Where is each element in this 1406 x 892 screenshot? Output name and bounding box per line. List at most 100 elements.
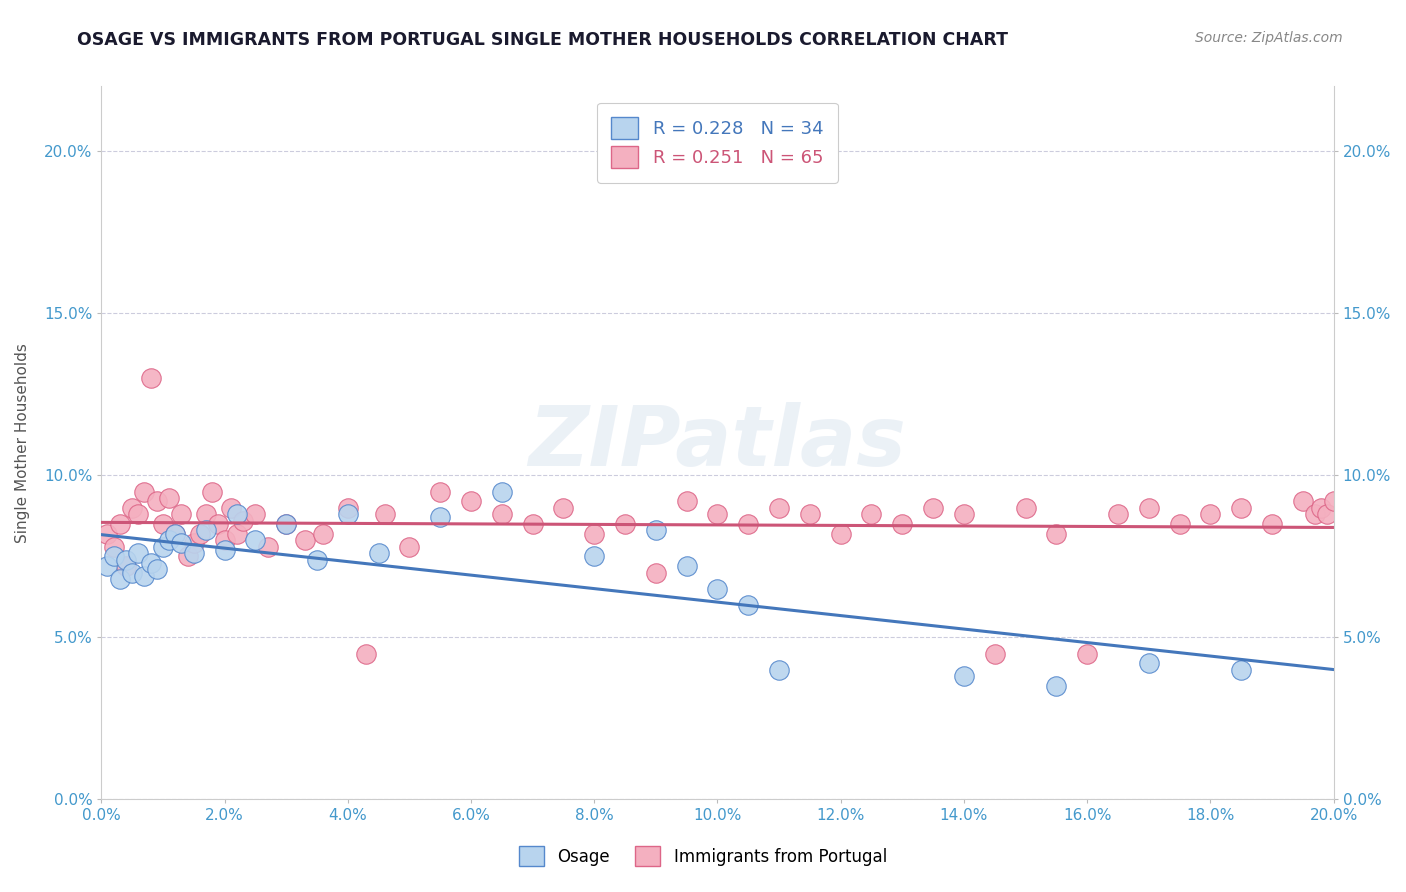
Point bbox=[127, 507, 149, 521]
Point bbox=[1045, 526, 1067, 541]
Point bbox=[157, 491, 180, 505]
Point bbox=[225, 526, 247, 541]
Point bbox=[860, 507, 883, 521]
Point bbox=[737, 598, 759, 612]
Point bbox=[706, 582, 728, 596]
Point bbox=[922, 500, 945, 515]
Point bbox=[1014, 500, 1036, 515]
Point bbox=[201, 484, 224, 499]
Point bbox=[176, 549, 198, 564]
Point bbox=[170, 536, 193, 550]
Point bbox=[121, 566, 143, 580]
Point bbox=[614, 516, 637, 531]
Point bbox=[256, 540, 278, 554]
Point bbox=[644, 524, 666, 538]
Point bbox=[165, 526, 187, 541]
Point bbox=[245, 533, 267, 548]
Text: ZIPatlas: ZIPatlas bbox=[529, 402, 907, 483]
Point bbox=[276, 516, 298, 531]
Point bbox=[553, 500, 575, 515]
Point bbox=[1303, 507, 1326, 521]
Point bbox=[207, 516, 229, 531]
Point bbox=[336, 500, 359, 515]
Point bbox=[152, 540, 174, 554]
Point bbox=[367, 546, 389, 560]
Point bbox=[134, 569, 156, 583]
Point bbox=[491, 507, 513, 521]
Point bbox=[1323, 494, 1346, 508]
Point bbox=[214, 533, 236, 548]
Point bbox=[768, 500, 790, 515]
Point bbox=[491, 484, 513, 499]
Point bbox=[675, 494, 697, 508]
Point bbox=[675, 559, 697, 574]
Point bbox=[188, 526, 211, 541]
Point bbox=[170, 507, 193, 521]
Point bbox=[312, 526, 335, 541]
Point bbox=[115, 559, 138, 574]
Point bbox=[294, 533, 316, 548]
Point bbox=[152, 516, 174, 531]
Point bbox=[139, 556, 162, 570]
Point bbox=[115, 552, 138, 566]
Point bbox=[127, 546, 149, 560]
Point bbox=[108, 516, 131, 531]
Point bbox=[1045, 679, 1067, 693]
Y-axis label: Single Mother Households: Single Mother Households bbox=[15, 343, 30, 543]
Point bbox=[354, 647, 377, 661]
Point bbox=[145, 562, 167, 576]
Point bbox=[706, 507, 728, 521]
Point bbox=[429, 484, 451, 499]
Point bbox=[336, 507, 359, 521]
Point bbox=[195, 507, 218, 521]
Point bbox=[1316, 507, 1339, 521]
Point bbox=[219, 500, 242, 515]
Point bbox=[522, 516, 544, 531]
Point bbox=[583, 549, 606, 564]
Point bbox=[398, 540, 420, 554]
Point bbox=[1107, 507, 1129, 521]
Point bbox=[737, 516, 759, 531]
Point bbox=[583, 526, 606, 541]
Point bbox=[108, 572, 131, 586]
Point bbox=[768, 663, 790, 677]
Point bbox=[1199, 507, 1222, 521]
Legend: R = 0.228   N = 34, R = 0.251   N = 65: R = 0.228 N = 34, R = 0.251 N = 65 bbox=[598, 103, 838, 183]
Point bbox=[1230, 663, 1253, 677]
Point bbox=[276, 516, 298, 531]
Point bbox=[195, 524, 218, 538]
Point bbox=[245, 507, 267, 521]
Point bbox=[305, 552, 328, 566]
Point bbox=[183, 546, 205, 560]
Point bbox=[1168, 516, 1191, 531]
Point bbox=[1076, 647, 1098, 661]
Point bbox=[1310, 500, 1333, 515]
Point bbox=[232, 514, 254, 528]
Point bbox=[214, 542, 236, 557]
Point bbox=[96, 559, 118, 574]
Point bbox=[983, 647, 1005, 661]
Point bbox=[953, 507, 976, 521]
Point bbox=[1137, 657, 1160, 671]
Text: Source: ZipAtlas.com: Source: ZipAtlas.com bbox=[1195, 31, 1343, 45]
Point bbox=[139, 371, 162, 385]
Point bbox=[953, 669, 976, 683]
Legend: Osage, Immigrants from Portugal: Osage, Immigrants from Portugal bbox=[510, 838, 896, 875]
Point bbox=[830, 526, 852, 541]
Point bbox=[145, 494, 167, 508]
Point bbox=[157, 533, 180, 548]
Point bbox=[460, 494, 482, 508]
Point bbox=[96, 526, 118, 541]
Point bbox=[225, 507, 247, 521]
Point bbox=[103, 549, 125, 564]
Point bbox=[103, 540, 125, 554]
Point bbox=[644, 566, 666, 580]
Point bbox=[165, 526, 187, 541]
Point bbox=[799, 507, 821, 521]
Point bbox=[1292, 494, 1315, 508]
Point bbox=[374, 507, 396, 521]
Point bbox=[429, 510, 451, 524]
Point bbox=[1230, 500, 1253, 515]
Point bbox=[891, 516, 914, 531]
Point bbox=[121, 500, 143, 515]
